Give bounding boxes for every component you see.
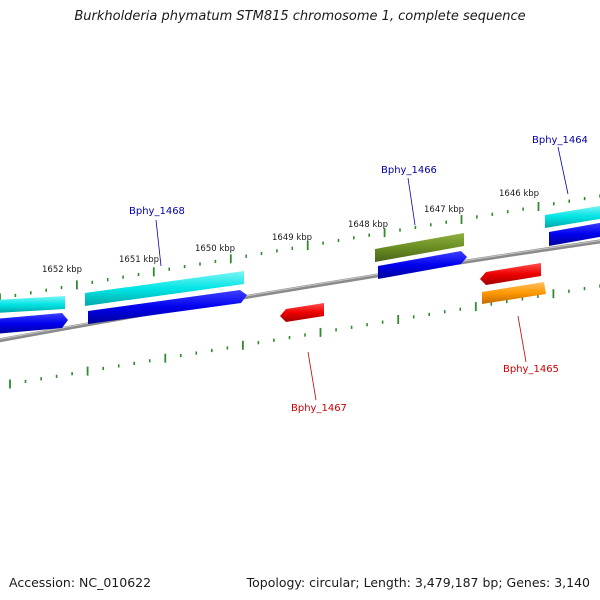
tick-label-1651: 1651 kbp: [119, 255, 159, 265]
feature-left-partial-cds[interactable]: [0, 313, 68, 334]
feature-bphy-1466-cds[interactable]: [378, 251, 467, 279]
accession-label: Accession: NC_010622: [9, 575, 152, 590]
feature-bphy-1465-cds[interactable]: [480, 263, 541, 285]
feature-bphy-1467-cds[interactable]: [280, 303, 324, 322]
gene-label-bphy-1464[interactable]: Bphy_1464: [532, 135, 588, 146]
tick-label-1652: 1652 kbp: [42, 265, 82, 275]
sequence-backbone: [0, 239, 600, 343]
topology-summary: Topology: circular; Length: 3,479,187 bp…: [246, 575, 590, 590]
leader-bphy-1466: [407, 177, 416, 226]
feature-bphy-1465-gene[interactable]: [482, 282, 546, 304]
gene-label-bphy-1468[interactable]: Bphy_1468: [129, 206, 185, 217]
leader-bphy-1465: [517, 315, 527, 363]
feature-bphy-1466-gene[interactable]: [375, 233, 464, 262]
tick-label-1646: 1646 kbp: [499, 189, 539, 199]
sequence-backbone-highlight: [0, 239, 600, 340]
tick-label-1648: 1648 kbp: [348, 220, 388, 230]
gene-label-bphy-1467[interactable]: Bphy_1467: [291, 403, 347, 414]
leader-bphy-1464: [557, 146, 569, 195]
forward-tick-track: [0, 194, 600, 303]
gene-label-bphy-1465[interactable]: Bphy_1465: [503, 364, 559, 375]
map-title: Burkholderia phymatum STM815 chromosome …: [74, 9, 526, 24]
tick-label-1647: 1647 kbp: [424, 205, 464, 215]
leader-bphy-1468: [155, 219, 162, 267]
feature-left-partial-gene[interactable]: [0, 296, 65, 313]
reverse-tick-track: [9, 284, 600, 389]
tick-label-1650: 1650 kbp: [195, 244, 235, 254]
gene-label-bphy-1466[interactable]: Bphy_1466: [381, 165, 437, 176]
tick-label-1649: 1649 kbp: [272, 233, 312, 243]
leader-bphy-1467: [307, 351, 317, 401]
feature-bphy-1468-gene[interactable]: [85, 271, 244, 306]
feature-bphy-1468-cds[interactable]: [88, 290, 247, 324]
feature-bphy-1464-gene[interactable]: [545, 205, 600, 228]
feature-bphy-1464-cds[interactable]: [549, 222, 600, 246]
